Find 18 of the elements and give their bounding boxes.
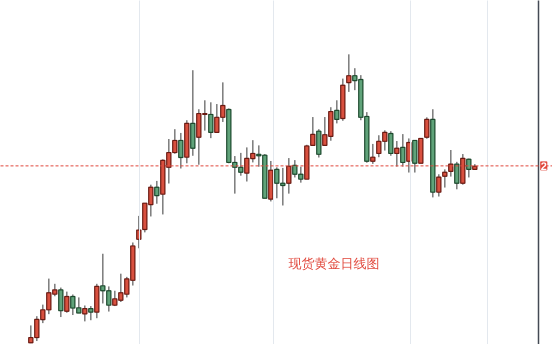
candlestick bbox=[334, 100, 340, 124]
candlestick bbox=[178, 132, 184, 170]
candlestick bbox=[58, 286, 64, 318]
candlestick bbox=[208, 102, 214, 139]
candlestick bbox=[454, 161, 460, 190]
candlestick bbox=[64, 290, 70, 314]
annotation: 现货黄金日线图 bbox=[288, 257, 380, 272]
candlestick bbox=[412, 139, 418, 174]
candlestick bbox=[82, 304, 88, 322]
candlestick bbox=[388, 130, 394, 157]
candlestick bbox=[400, 133, 406, 168]
candlestick bbox=[154, 180, 160, 204]
candlestick bbox=[424, 116, 430, 140]
candlestick bbox=[316, 128, 322, 158]
annotation: 2 bbox=[540, 160, 547, 173]
candlestick bbox=[346, 54, 352, 93]
candlestick bbox=[466, 158, 472, 178]
candlestick bbox=[88, 305, 94, 321]
